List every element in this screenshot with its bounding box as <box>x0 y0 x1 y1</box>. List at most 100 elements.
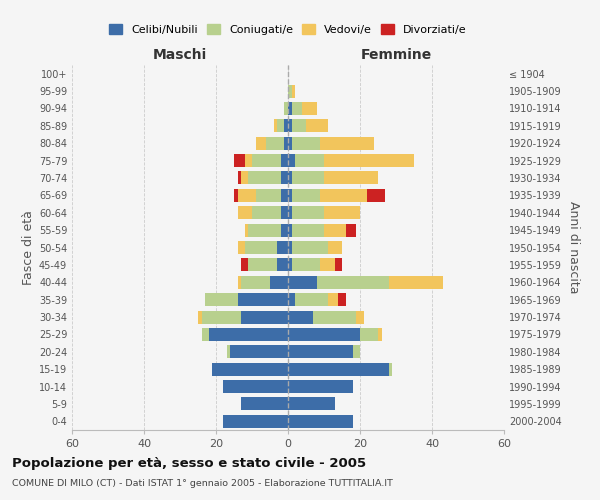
Bar <box>205 293 238 306</box>
Bar <box>288 398 335 410</box>
Bar <box>328 293 338 306</box>
Bar <box>245 241 277 254</box>
Bar <box>238 206 252 220</box>
Bar <box>281 224 288 236</box>
Bar <box>356 310 364 324</box>
Bar <box>346 224 356 236</box>
Bar <box>320 189 367 202</box>
Bar <box>335 258 342 272</box>
Bar <box>353 346 360 358</box>
Bar <box>248 258 277 272</box>
Bar <box>313 310 356 324</box>
Bar <box>223 415 288 428</box>
Bar <box>274 120 277 132</box>
Bar <box>277 241 288 254</box>
Bar <box>256 189 281 202</box>
Bar <box>252 154 281 167</box>
Bar <box>281 189 288 202</box>
Bar <box>245 154 252 167</box>
Bar <box>288 84 292 98</box>
Bar <box>281 206 288 220</box>
Bar <box>320 258 335 272</box>
Bar <box>288 362 389 376</box>
Bar <box>328 241 342 254</box>
Bar <box>288 172 292 184</box>
Bar <box>241 172 248 184</box>
Bar <box>295 154 324 167</box>
Bar <box>288 258 292 272</box>
Bar <box>306 120 328 132</box>
Bar <box>324 224 346 236</box>
Bar <box>284 120 288 132</box>
Bar <box>288 346 353 358</box>
Text: Popolazione per età, sesso e stato civile - 2005: Popolazione per età, sesso e stato civil… <box>12 458 366 470</box>
Bar <box>292 241 328 254</box>
Bar <box>284 136 288 149</box>
Bar <box>292 136 320 149</box>
Bar <box>292 206 324 220</box>
Bar <box>266 136 284 149</box>
Text: COMUNE DI MILO (CT) - Dati ISTAT 1° gennaio 2005 - Elaborazione TUTTITALIA.IT: COMUNE DI MILO (CT) - Dati ISTAT 1° genn… <box>12 479 393 488</box>
Text: Maschi: Maschi <box>153 48 207 62</box>
Bar <box>198 310 202 324</box>
Bar <box>288 328 360 341</box>
Bar <box>288 102 292 115</box>
Bar <box>324 206 360 220</box>
Bar <box>288 415 353 428</box>
Bar <box>324 172 378 184</box>
Legend: Celibi/Nubili, Coniugati/e, Vedovi/e, Divorziati/e: Celibi/Nubili, Coniugati/e, Vedovi/e, Di… <box>105 20 471 39</box>
Bar <box>241 398 288 410</box>
Bar <box>288 206 292 220</box>
Y-axis label: Fasce di età: Fasce di età <box>22 210 35 285</box>
Bar <box>202 310 241 324</box>
Bar <box>241 258 248 272</box>
Bar <box>238 189 256 202</box>
Bar <box>389 362 392 376</box>
Bar <box>367 189 385 202</box>
Bar <box>209 328 288 341</box>
Bar <box>292 120 306 132</box>
Bar <box>202 328 209 341</box>
Bar <box>212 362 288 376</box>
Bar <box>270 276 288 289</box>
Bar <box>338 293 346 306</box>
Bar <box>277 120 284 132</box>
Bar <box>288 189 292 202</box>
Bar <box>241 310 288 324</box>
Bar <box>292 258 320 272</box>
Bar <box>288 154 295 167</box>
Bar <box>288 136 292 149</box>
Bar <box>360 328 378 341</box>
Bar <box>284 102 288 115</box>
Bar <box>252 206 281 220</box>
Bar <box>238 172 241 184</box>
Bar <box>288 293 295 306</box>
Bar <box>234 189 238 202</box>
Bar <box>241 276 270 289</box>
Bar <box>281 154 288 167</box>
Bar <box>320 136 374 149</box>
Bar <box>389 276 443 289</box>
Bar <box>223 380 288 393</box>
Text: Femmine: Femmine <box>361 48 431 62</box>
Bar <box>227 346 230 358</box>
Bar <box>288 241 292 254</box>
Bar <box>230 346 288 358</box>
Bar <box>234 154 245 167</box>
Bar <box>238 293 288 306</box>
Bar <box>281 172 288 184</box>
Bar <box>288 120 292 132</box>
Bar <box>378 328 382 341</box>
Bar <box>277 258 288 272</box>
Bar <box>292 84 295 98</box>
Bar <box>238 241 245 254</box>
Bar <box>288 380 353 393</box>
Bar <box>324 154 414 167</box>
Bar <box>288 276 317 289</box>
Bar <box>317 276 389 289</box>
Bar <box>292 102 302 115</box>
Bar <box>245 224 248 236</box>
Bar <box>248 224 281 236</box>
Bar <box>248 172 281 184</box>
Bar <box>256 136 266 149</box>
